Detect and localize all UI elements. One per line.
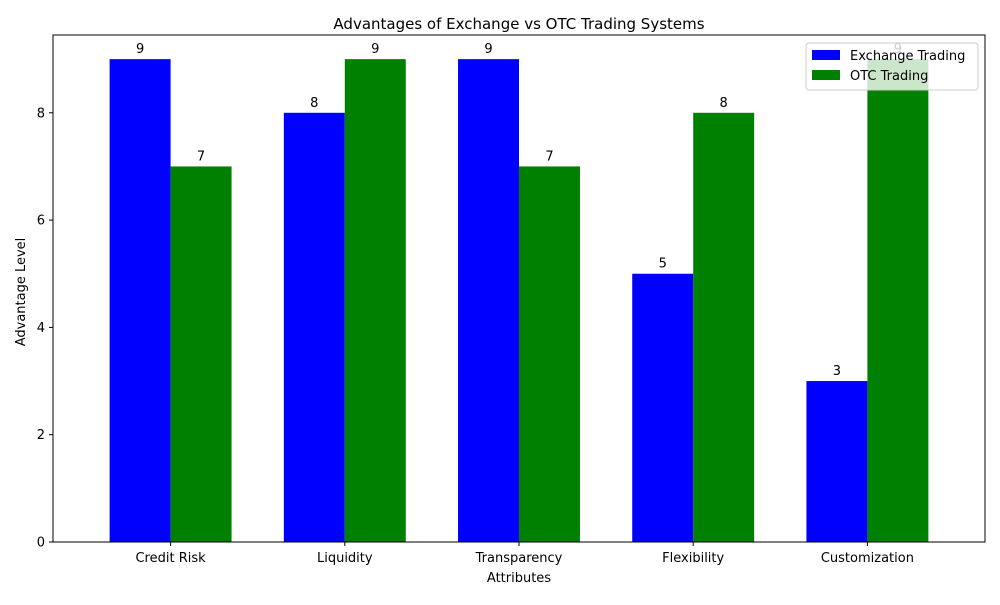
legend: Exchange Trading OTC Trading [805,42,979,91]
x-tick-label: Transparency [475,551,563,566]
y-tick-label: 4 [37,321,45,336]
y-tick-label: 0 [37,536,45,551]
x-tick-label: Liquidity [317,551,373,566]
legend-label-exchange-trading: Exchange Trading [850,49,965,64]
x-tick-label: Credit Risk [135,551,206,566]
legend-swatch-exchange-trading [812,50,840,60]
y-tick-label: 8 [37,106,45,121]
y-tick-label: 6 [37,214,45,229]
data-label-otc-trading: 7 [197,149,205,164]
data-label-exchange-trading: 3 [833,364,841,379]
x-tick-label: Flexibility [662,551,724,566]
bar-exchange-trading [109,59,171,543]
bar-exchange-trading [458,59,519,543]
legend-box [805,42,979,91]
data-label-otc-trading: 7 [545,149,553,164]
bar-exchange-trading [632,273,694,542]
data-label-exchange-trading: 9 [484,42,492,57]
y-tick-label: 2 [37,428,45,443]
y-axis-label: Advantage Level [14,238,29,347]
chart-title: Advantages of Exchange vs OTC Trading Sy… [333,15,704,33]
bar-otc-trading [519,166,580,542]
legend-label-otc-trading: OTC Trading [850,69,928,84]
bars-layer [109,59,929,543]
data-label-otc-trading: 9 [371,42,379,57]
data-label-otc-trading: 8 [720,96,728,111]
data-label-exchange-trading: 5 [659,257,667,272]
bar-otc-trading [170,166,232,542]
x-axis-ticks: Credit Risk Liquidity Transparency Flexibil… [135,542,914,566]
x-tick-label: Customization [821,551,914,566]
data-label-exchange-trading: 8 [310,96,318,111]
legend-swatch-otc-trading [812,70,840,80]
x-axis-label: Attributes [487,571,551,586]
bar-otc-trading [867,59,929,543]
y-axis-ticks: 0 2 4 6 8 [37,106,53,551]
bar-otc-trading [693,112,755,543]
bar-exchange-trading [806,381,868,542]
bar-otc-trading [344,59,406,543]
data-label-exchange-trading: 9 [136,42,144,57]
bar-exchange-trading [283,112,345,543]
